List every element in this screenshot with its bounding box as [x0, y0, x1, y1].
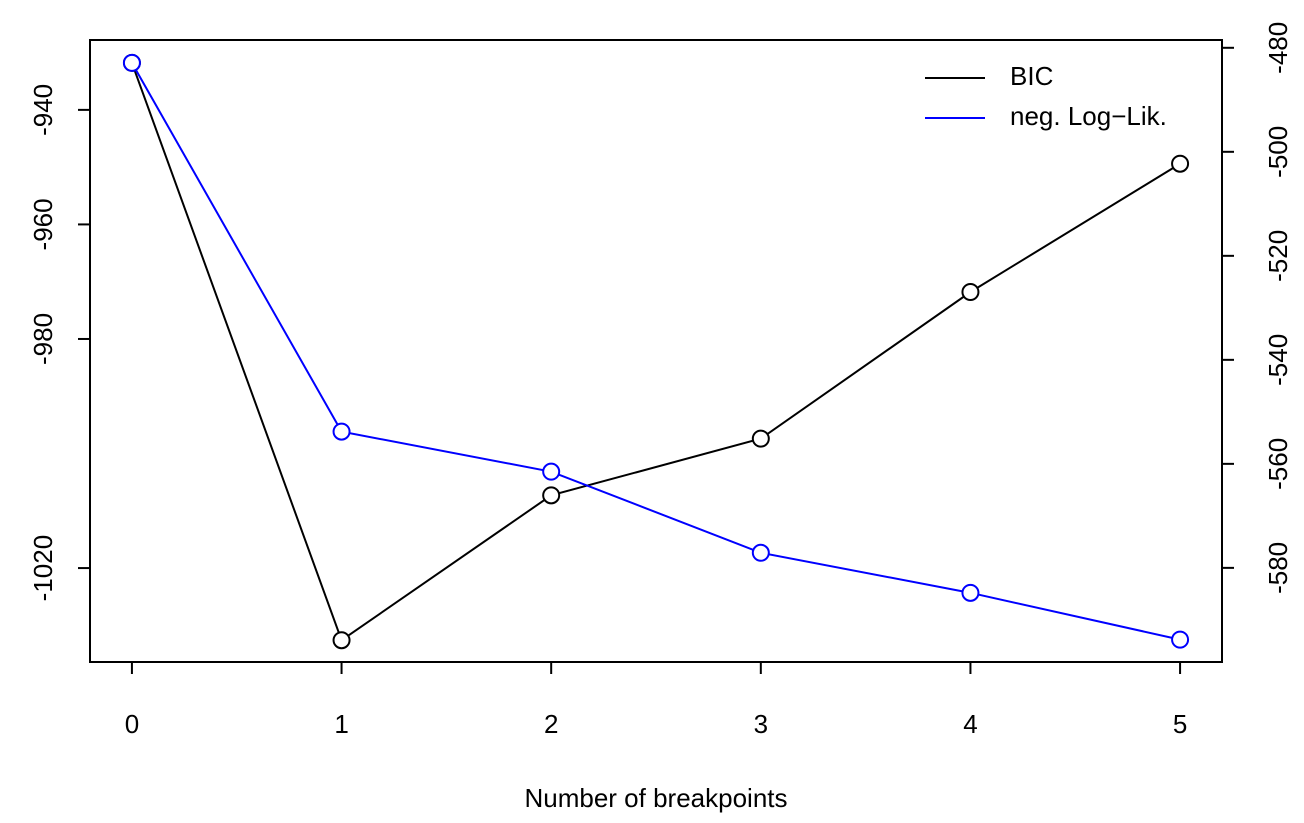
x-tick-label: 1	[334, 709, 348, 739]
series-line	[130, 62, 1181, 642]
x-tick-label: 5	[1173, 709, 1187, 739]
x-tick-label: 0	[125, 709, 139, 739]
y-tick-label: -980	[28, 313, 58, 365]
y-tick-label: -1020	[28, 535, 58, 602]
y2-tick-label: -540	[1263, 334, 1293, 386]
y2-tick-label: -580	[1263, 542, 1293, 594]
data-point	[1171, 630, 1190, 649]
series-line	[131, 62, 1181, 641]
x-axis-label: Number of breakpoints	[524, 783, 787, 813]
data-point	[122, 53, 141, 72]
y2-tick-label: -480	[1263, 22, 1293, 74]
data-point	[542, 486, 561, 505]
legend-label: BIC	[1010, 61, 1053, 91]
y2-tick-label: -520	[1263, 230, 1293, 282]
y2-tick-label: -560	[1263, 438, 1293, 490]
y-tick-label: -940	[28, 84, 58, 136]
data-point	[1171, 154, 1190, 173]
legend-label: neg. Log−Lik.	[1010, 101, 1167, 131]
data-point	[332, 631, 351, 650]
data-point	[961, 583, 980, 602]
data-point	[332, 422, 351, 441]
x-tick-label: 2	[544, 709, 558, 739]
data-point	[751, 543, 770, 562]
y2-tick-label: -500	[1263, 126, 1293, 178]
data-point	[542, 462, 561, 481]
y-tick-label: -960	[28, 198, 58, 250]
x-tick-label: 3	[754, 709, 768, 739]
x-tick-label: 4	[963, 709, 977, 739]
data-point	[751, 429, 770, 448]
data-point	[961, 283, 980, 302]
plot-frame	[89, 39, 1223, 663]
